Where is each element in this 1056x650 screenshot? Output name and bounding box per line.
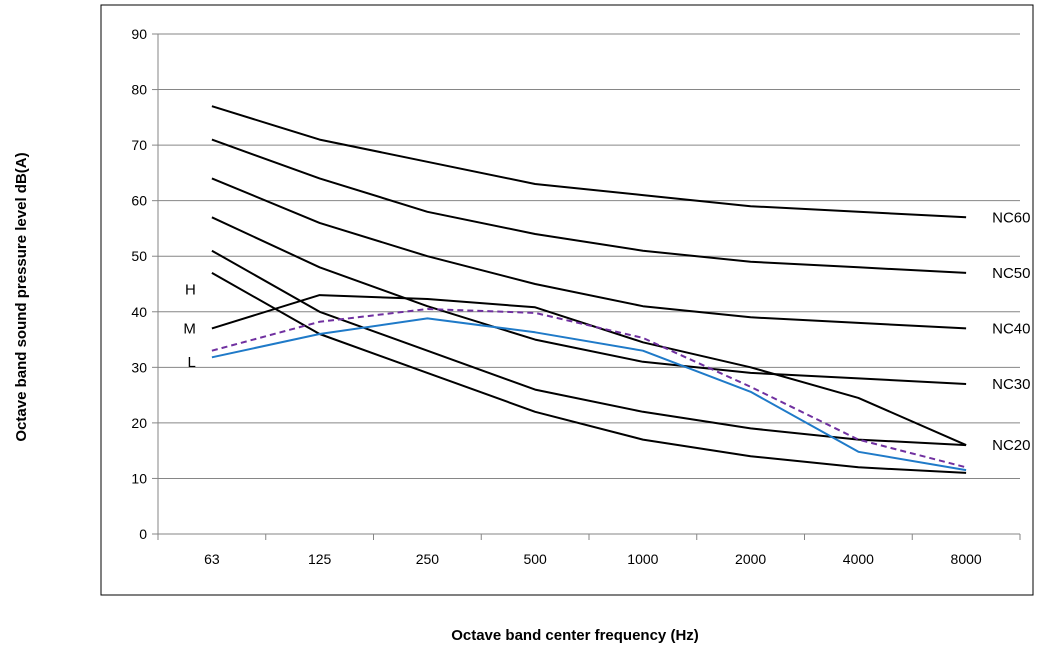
series-labels: NC60 NC50 NC40 NC30 NC20 H ML [183,209,1030,454]
series-lines [211,105,967,474]
y-tick-label: 40 [131,304,147,320]
series-label-h: H [185,282,196,299]
x-tick-label: 125 [308,551,332,567]
series-line-nc60 [211,105,967,219]
y-tick-label: 50 [131,248,147,264]
y-tick-label: 60 [131,193,147,209]
series-line-nc50 [211,138,967,274]
series-line-l [211,317,967,472]
y-tick-labels: 0 10 20 30 40 50 60 70 80 90 [131,26,147,542]
y-tick-label: 30 [131,359,147,375]
plot-frame [100,4,1034,596]
x-axis-title: Octave band center frequency (Hz) [451,627,699,644]
x-tick-label: 250 [416,551,440,567]
series-label-nc50: NC50 [992,265,1030,282]
y-tick-label: 10 [131,470,147,486]
x-tick-label: 4000 [843,551,874,567]
series-line-5 [211,272,967,474]
series-line-nc30 [211,216,967,385]
y-tick-label: 80 [131,82,147,98]
series-label-l: L [188,354,196,371]
series-label-nc20: NC20 [992,437,1030,454]
x-tick-labels: 63 125 250 500 1000 2000 4000 8000 [204,551,982,567]
gridlines [158,33,1020,479]
y-axis-title: Octave band sound pressure level dB(A) [13,152,30,441]
series-line-nc40 [211,177,967,330]
x-tick-label: 2000 [735,551,766,567]
axes [152,33,1021,540]
series-label-nc40: NC40 [992,320,1030,337]
x-tick-label: 8000 [951,551,982,567]
y-tick-label: 70 [131,137,147,153]
y-tick-label: 20 [131,415,147,431]
y-tick-label: 90 [131,26,147,42]
y-tick-label: 0 [139,526,147,542]
series-line-m [211,308,967,469]
x-tick-label: 1000 [627,551,658,567]
x-tick-label: 63 [204,551,220,567]
x-tick-label: 500 [523,551,547,567]
series-label-nc30: NC30 [992,376,1030,393]
series-line-nc20 [211,249,967,447]
series-label-m: M [183,320,196,337]
series-label-nc60: NC60 [992,209,1030,226]
